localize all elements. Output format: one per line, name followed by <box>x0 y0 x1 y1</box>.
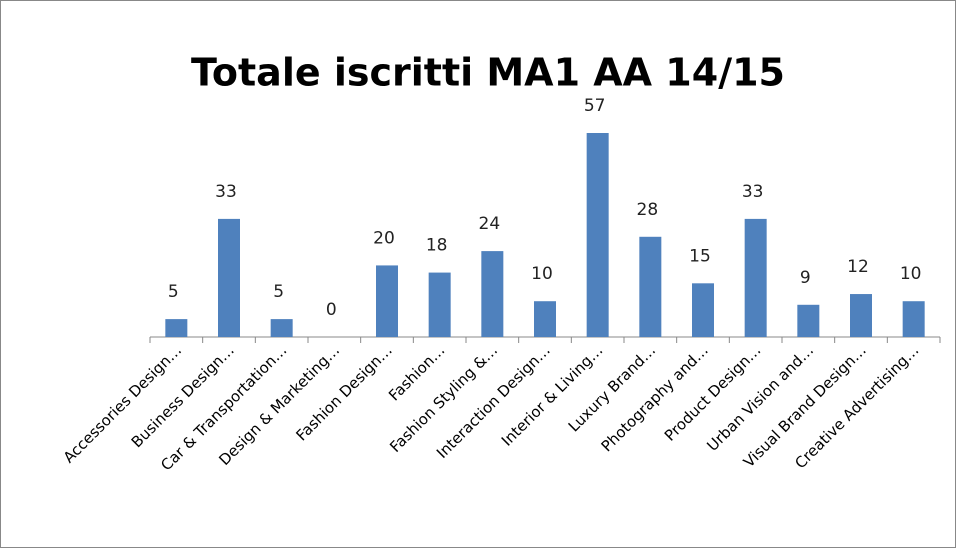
bar <box>744 218 767 337</box>
bar <box>692 283 714 337</box>
bar <box>797 304 820 337</box>
data-label: 28 <box>637 200 659 220</box>
bar <box>428 272 451 337</box>
data-label: 33 <box>742 182 764 202</box>
data-label: 0 <box>326 300 337 320</box>
data-label: 33 <box>215 182 237 202</box>
data-label: 10 <box>900 264 922 284</box>
data-label: 57 <box>584 96 606 116</box>
bar <box>481 251 504 337</box>
bar <box>534 301 556 337</box>
bar <box>270 319 293 337</box>
bar <box>902 301 925 337</box>
bar <box>586 133 609 337</box>
data-label: 5 <box>273 282 284 302</box>
bar <box>639 236 662 337</box>
data-label: 12 <box>847 257 869 277</box>
data-label: 20 <box>373 228 395 248</box>
data-label: 15 <box>689 246 711 266</box>
bar <box>850 294 872 337</box>
data-label: 18 <box>426 236 448 256</box>
bar <box>165 319 188 337</box>
bar <box>376 265 398 337</box>
data-label: 10 <box>531 264 553 284</box>
data-label: 9 <box>800 268 811 288</box>
bar <box>218 218 240 337</box>
chart-title: Totale iscritti MA1 AA 14/15 <box>191 51 785 95</box>
data-label: 24 <box>479 214 501 234</box>
data-label: 5 <box>168 282 179 302</box>
